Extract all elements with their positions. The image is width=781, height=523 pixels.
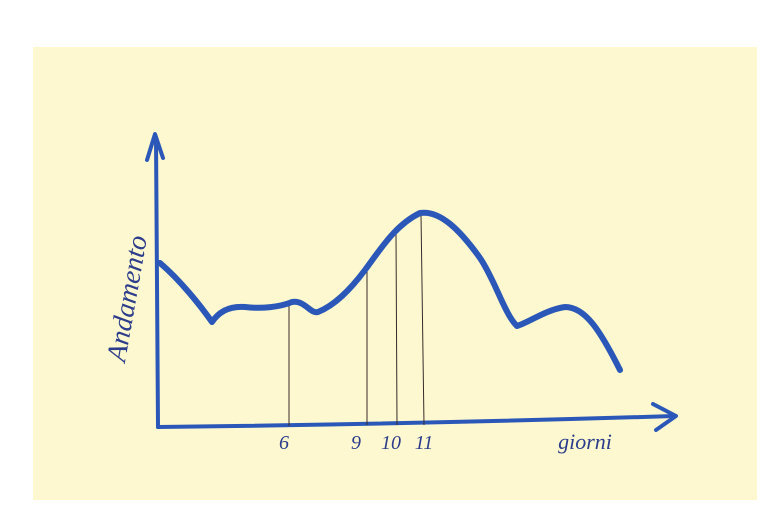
- x-axis-arrow: [651, 402, 678, 432]
- x-mark-label: 11: [415, 432, 434, 454]
- x-axis-label: giorni: [558, 429, 612, 454]
- y-axis: [154, 136, 160, 429]
- drop-line: [420, 213, 425, 426]
- trend-curve: [157, 209, 623, 373]
- drop-lines: [288, 213, 425, 426]
- x-axis: [156, 414, 676, 429]
- x-mark-label: 9: [351, 432, 361, 454]
- x-mark-label: 10: [381, 432, 401, 454]
- drop-line: [395, 232, 398, 426]
- x-mark-label: 6: [279, 432, 289, 454]
- y-axis-arrow: [145, 132, 165, 162]
